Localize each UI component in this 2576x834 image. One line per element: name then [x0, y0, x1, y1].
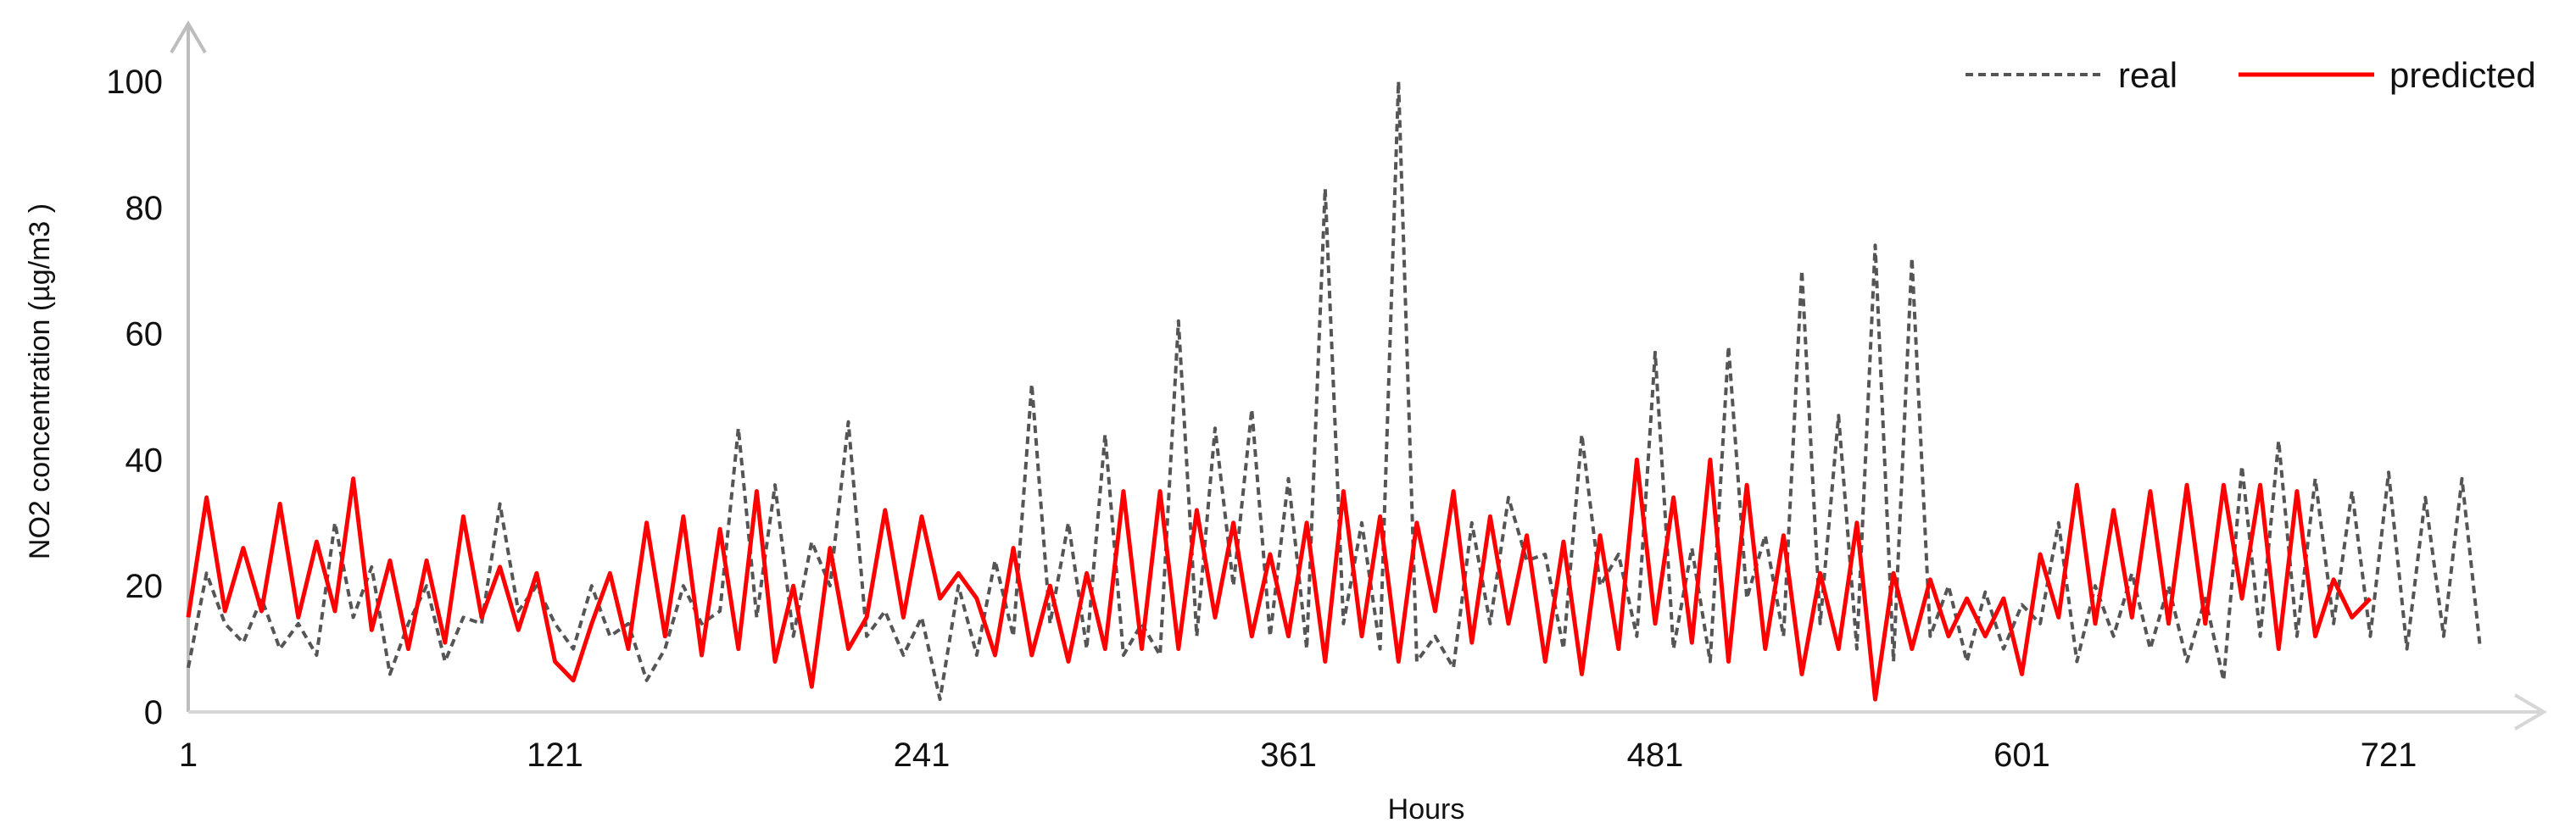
x-tick-label: 1 — [179, 737, 198, 774]
series-layer — [186, 80, 2483, 702]
series-predicted-line — [186, 457, 2372, 702]
x-tick-label: 721 — [2361, 737, 2417, 774]
x-axis-title: Hours — [1388, 793, 1465, 826]
legend-real-label: real — [2118, 55, 2177, 95]
y-axis-title: NO2 concentration (µg/m3 ) — [24, 203, 56, 559]
y-tick-label: 0 — [144, 694, 163, 731]
x-axis: 1 121 241 361 481 601 721 — [179, 693, 2547, 774]
x-tick-label: 121 — [527, 737, 583, 774]
y-axis: 0 20 40 60 80 100 — [106, 20, 207, 731]
y-tick-label: 60 — [125, 316, 164, 353]
x-axis-arrow — [2513, 693, 2547, 731]
legend-predicted-label: predicted — [2389, 55, 2536, 95]
y-tick-label: 40 — [125, 442, 164, 479]
legend: real predicted — [1965, 55, 2536, 95]
x-tick-label: 481 — [1627, 737, 1684, 774]
x-tick-label: 361 — [1260, 737, 1317, 774]
series-real-line — [187, 80, 2483, 702]
y-tick-label: 100 — [106, 64, 163, 101]
y-tick-label: 80 — [125, 190, 164, 227]
x-tick-label: 241 — [894, 737, 951, 774]
y-axis-arrow — [170, 20, 207, 54]
y-tick-label: 20 — [125, 568, 164, 605]
x-tick-label: 601 — [1993, 737, 2050, 774]
